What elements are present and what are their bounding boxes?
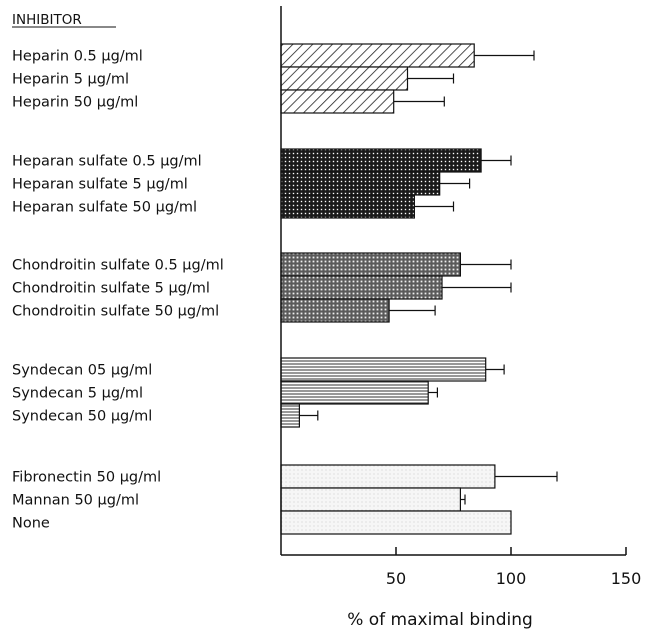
x-tick-label: 150 bbox=[611, 569, 642, 588]
x-tick-label: 100 bbox=[496, 569, 527, 588]
bar bbox=[280, 510, 512, 535]
chart-header: INHIBITOR bbox=[12, 12, 82, 28]
bar bbox=[280, 194, 415, 219]
bar bbox=[280, 380, 429, 405]
bar bbox=[280, 275, 443, 300]
bar-label: Chondroitin sulfate 0.5 µg/ml bbox=[12, 258, 224, 274]
bar bbox=[280, 464, 496, 489]
bar bbox=[280, 43, 475, 68]
bar-label: Heparin 0.5 µg/ml bbox=[12, 49, 143, 65]
bar bbox=[280, 487, 461, 512]
bar-label: Heparan sulfate 0.5 µg/ml bbox=[12, 154, 202, 170]
bars-layer: Heparin 0.5 µg/ml Heparin 5 µg/ml Heparin … bbox=[12, 43, 558, 535]
bar bbox=[280, 89, 395, 114]
bar bbox=[280, 66, 409, 91]
bar bbox=[280, 403, 300, 428]
bar-label: Syndecan 50 µg/ml bbox=[12, 409, 152, 425]
bar bbox=[280, 148, 482, 173]
bar-label: None bbox=[12, 516, 50, 532]
axes-layer: 50 100 150 bbox=[280, 6, 642, 588]
bar-label: Mannan 50 µg/ml bbox=[12, 493, 139, 509]
bar bbox=[280, 357, 487, 382]
x-tick-label: 50 bbox=[386, 569, 406, 588]
x-axis-label: % of maximal binding bbox=[347, 610, 533, 630]
bar-label: Syndecan 05 µg/ml bbox=[12, 363, 152, 379]
bar-label: Chondroitin sulfate 5 µg/ml bbox=[12, 281, 210, 297]
bar bbox=[280, 298, 390, 323]
bar-label: Chondroitin sulfate 50 µg/ml bbox=[12, 304, 219, 320]
bar-label: Heparan sulfate 50 µg/ml bbox=[12, 200, 197, 216]
bar-label: Heparin 5 µg/ml bbox=[12, 72, 129, 88]
bar bbox=[280, 171, 441, 196]
bar-label: Syndecan 5 µg/ml bbox=[12, 386, 143, 402]
bar-label: Heparin 50 µg/ml bbox=[12, 95, 138, 111]
bar bbox=[280, 252, 461, 277]
bar-label: Heparan sulfate 5 µg/ml bbox=[12, 177, 188, 193]
bar-label: Fibronectin 50 µg/ml bbox=[12, 470, 161, 486]
